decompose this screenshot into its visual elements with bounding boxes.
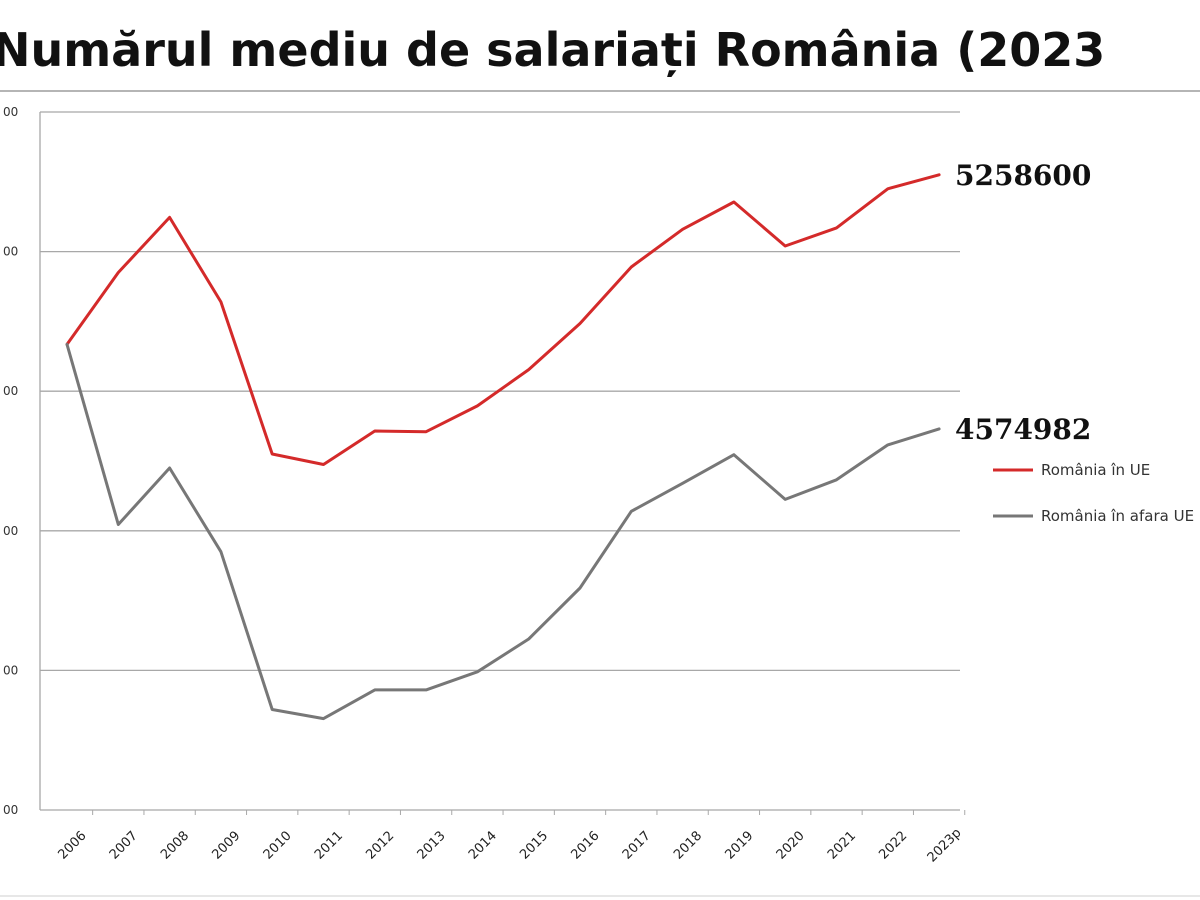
x-tick-label: 2016 — [569, 829, 603, 863]
y-tick-label: 00 — [3, 245, 18, 259]
x-tick-label: 2022 — [876, 829, 910, 863]
legend-label: România în afara UE — [1041, 507, 1194, 525]
end-value-label-afara-ue: 4574982 — [955, 413, 1091, 446]
x-tick-label: 2020 — [774, 829, 808, 863]
x-tick-label: 2014 — [466, 829, 500, 863]
x-tick-label: 2015 — [517, 829, 551, 863]
x-tick-label: 2009 — [209, 829, 243, 863]
x-tick-label: 2019 — [722, 829, 756, 863]
x-tick-label: 2017 — [620, 829, 654, 863]
series-line-afara-ue — [65, 342, 941, 721]
y-tick-label: 00 — [3, 524, 18, 538]
x-tick-label: 2012 — [363, 829, 397, 863]
title-divider — [0, 90, 1200, 92]
x-tick-label: 2007 — [107, 829, 141, 863]
y-tick-label: 00 — [3, 803, 18, 817]
x-tick-label: 2010 — [261, 829, 295, 863]
x-tick-label: 2018 — [671, 829, 705, 863]
y-tick-label: 00 — [3, 663, 18, 677]
x-tick-label: 2021 — [825, 829, 859, 863]
x-tick-label: 2011 — [312, 829, 346, 863]
chart-title: Numărul mediu de salariați România (2023 — [0, 23, 1106, 77]
x-tick-label: 2008 — [158, 829, 192, 863]
y-tick-label: 00 — [3, 105, 18, 119]
end-value-label-ue: 5258600 — [955, 159, 1091, 192]
legend-label: România în UE — [1041, 461, 1150, 479]
series-line-ue — [65, 173, 941, 466]
x-tick-label: 2006 — [56, 829, 90, 863]
x-tick-label: 2013 — [415, 829, 449, 863]
x-tick-label: 2023p — [925, 826, 965, 866]
y-tick-label: 00 — [3, 384, 18, 398]
